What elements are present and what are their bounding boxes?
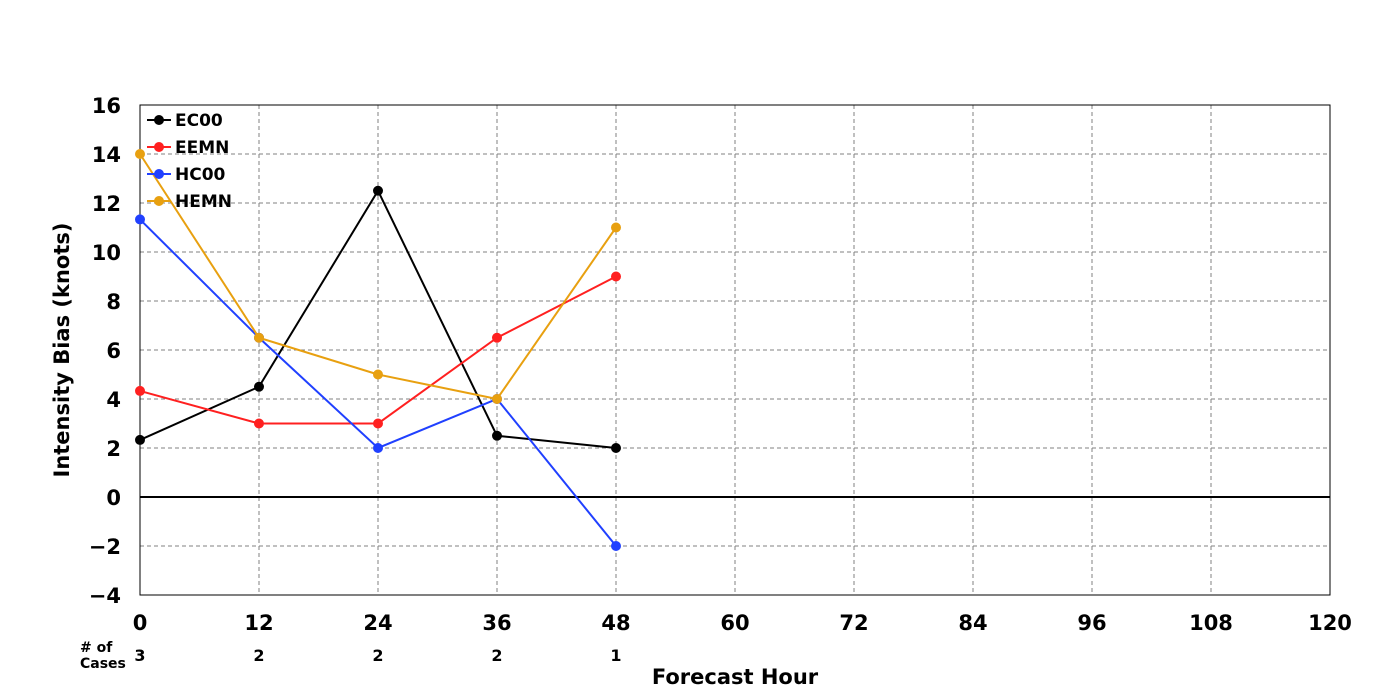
data-point xyxy=(135,149,145,159)
legend-item-eemn: EEMN xyxy=(147,138,229,158)
legend-item-hemn: HEMN xyxy=(147,192,232,212)
data-point xyxy=(611,541,621,551)
x-tick-label: 84 xyxy=(958,611,987,635)
grid xyxy=(140,105,1330,595)
legend-marker xyxy=(154,142,164,152)
data-point xyxy=(492,394,502,404)
plot-frame xyxy=(139,104,1331,596)
data-point xyxy=(373,443,383,453)
cases-value: 2 xyxy=(491,646,502,665)
y-tick-label: 16 xyxy=(92,94,121,118)
data-point xyxy=(492,430,502,441)
legend-marker xyxy=(154,115,164,125)
y-tick-label: 12 xyxy=(92,192,121,216)
data-point xyxy=(611,222,621,233)
data-point xyxy=(135,214,145,225)
cases-value: 1 xyxy=(610,646,621,665)
x-tick-label: 36 xyxy=(482,611,511,635)
y-tick-label: 14 xyxy=(92,143,121,167)
data-point xyxy=(492,332,502,343)
y-tick-label: 0 xyxy=(106,486,121,510)
cases-label-line2: Cases xyxy=(80,656,126,672)
data-point xyxy=(373,185,383,196)
series-layer xyxy=(135,149,621,551)
legend-label: EC00 xyxy=(175,111,223,131)
legend-label: HC00 xyxy=(175,165,226,185)
y-tick-label: 8 xyxy=(106,290,121,314)
data-point xyxy=(254,381,264,392)
x-tick-label: 0 xyxy=(133,611,148,635)
cases-value: 2 xyxy=(253,646,264,665)
cases-value: 3 xyxy=(134,646,145,665)
x-tick-label: 24 xyxy=(363,611,392,635)
x-axis-title: Forecast Hour xyxy=(652,665,819,689)
x-tick-label: 72 xyxy=(839,611,868,635)
x-tick-label: 12 xyxy=(244,611,273,635)
data-point xyxy=(373,369,383,380)
series-eemn xyxy=(135,271,621,429)
data-point xyxy=(135,385,145,396)
x-tick-label: 48 xyxy=(601,611,630,635)
data-point xyxy=(254,332,264,343)
series-ec00 xyxy=(135,185,621,453)
data-point xyxy=(373,418,383,429)
y-tick-label: 4 xyxy=(106,388,121,412)
y-axis-title: Intensity Bias (knots) xyxy=(50,223,74,478)
series-hemn xyxy=(135,149,621,404)
legend: EC00 EEMN HC00 HEMN xyxy=(147,111,232,212)
cases-label-line1: # of xyxy=(80,640,113,656)
data-point xyxy=(611,271,621,282)
y-tick-label: −4 xyxy=(89,584,121,608)
data-point xyxy=(254,418,264,429)
y-tick-labels: −4 −2 0 2 4 6 8 10 12 14 16 xyxy=(89,94,121,608)
legend-label: EEMN xyxy=(175,138,229,158)
y-tick-label: 6 xyxy=(106,339,121,363)
x-tick-labels: 0 12 24 36 48 60 72 84 96 108 120 xyxy=(133,611,1352,635)
cases-row: # of Cases 3 2 2 2 1 xyxy=(80,640,622,672)
x-tick-label: 60 xyxy=(720,611,749,635)
x-tick-label: 120 xyxy=(1308,611,1352,635)
data-point xyxy=(135,434,145,445)
legend-marker xyxy=(154,196,164,206)
x-tick-label: 108 xyxy=(1189,611,1233,635)
legend-item-ec00: EC00 xyxy=(147,111,223,131)
y-tick-label: 2 xyxy=(106,437,121,461)
x-tick-label: 96 xyxy=(1077,611,1106,635)
cases-value: 2 xyxy=(372,646,383,665)
y-tick-label: −2 xyxy=(89,535,121,559)
legend-label: HEMN xyxy=(175,192,232,212)
y-tick-label: 10 xyxy=(92,241,121,265)
data-point xyxy=(611,443,621,453)
legend-item-hc00: HC00 xyxy=(147,165,226,185)
legend-marker xyxy=(154,169,164,179)
